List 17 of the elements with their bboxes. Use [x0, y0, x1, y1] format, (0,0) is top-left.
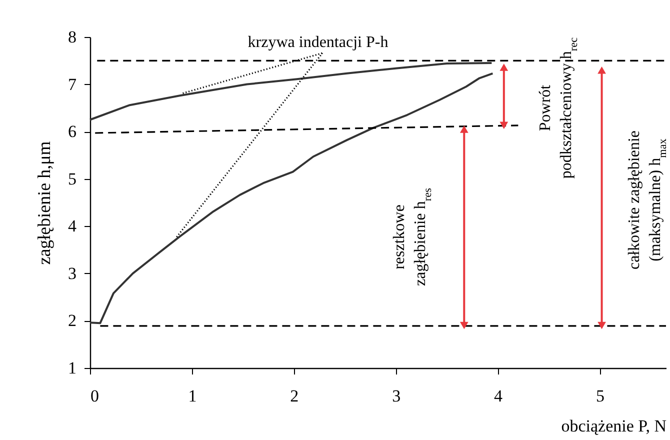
y-axis-title: zagłębienie h,μm	[34, 141, 54, 265]
x-tick-label: 2	[290, 386, 299, 406]
annotation: krzywa indentacji P-h	[248, 34, 388, 51]
y-tick-label: 7	[68, 74, 77, 94]
x-tick-label: 0	[90, 386, 99, 406]
y-tick-label: 3	[68, 264, 76, 283]
y-tick-label: 1	[68, 358, 76, 378]
y-tick-label: 4	[68, 216, 77, 236]
y-tick-label: 2	[68, 311, 76, 330]
x-tick-label: 4	[494, 386, 504, 406]
x-tick-label: 5	[596, 386, 604, 406]
y-tick-label: 5	[68, 169, 76, 188]
x-tick-label: 1	[188, 386, 197, 406]
x-tick-label: 3	[392, 386, 401, 406]
x-axis-title: obciążenie P, N	[561, 416, 666, 436]
y-tick-label: 6	[68, 122, 76, 142]
y-tick-label: 8	[68, 28, 76, 46]
